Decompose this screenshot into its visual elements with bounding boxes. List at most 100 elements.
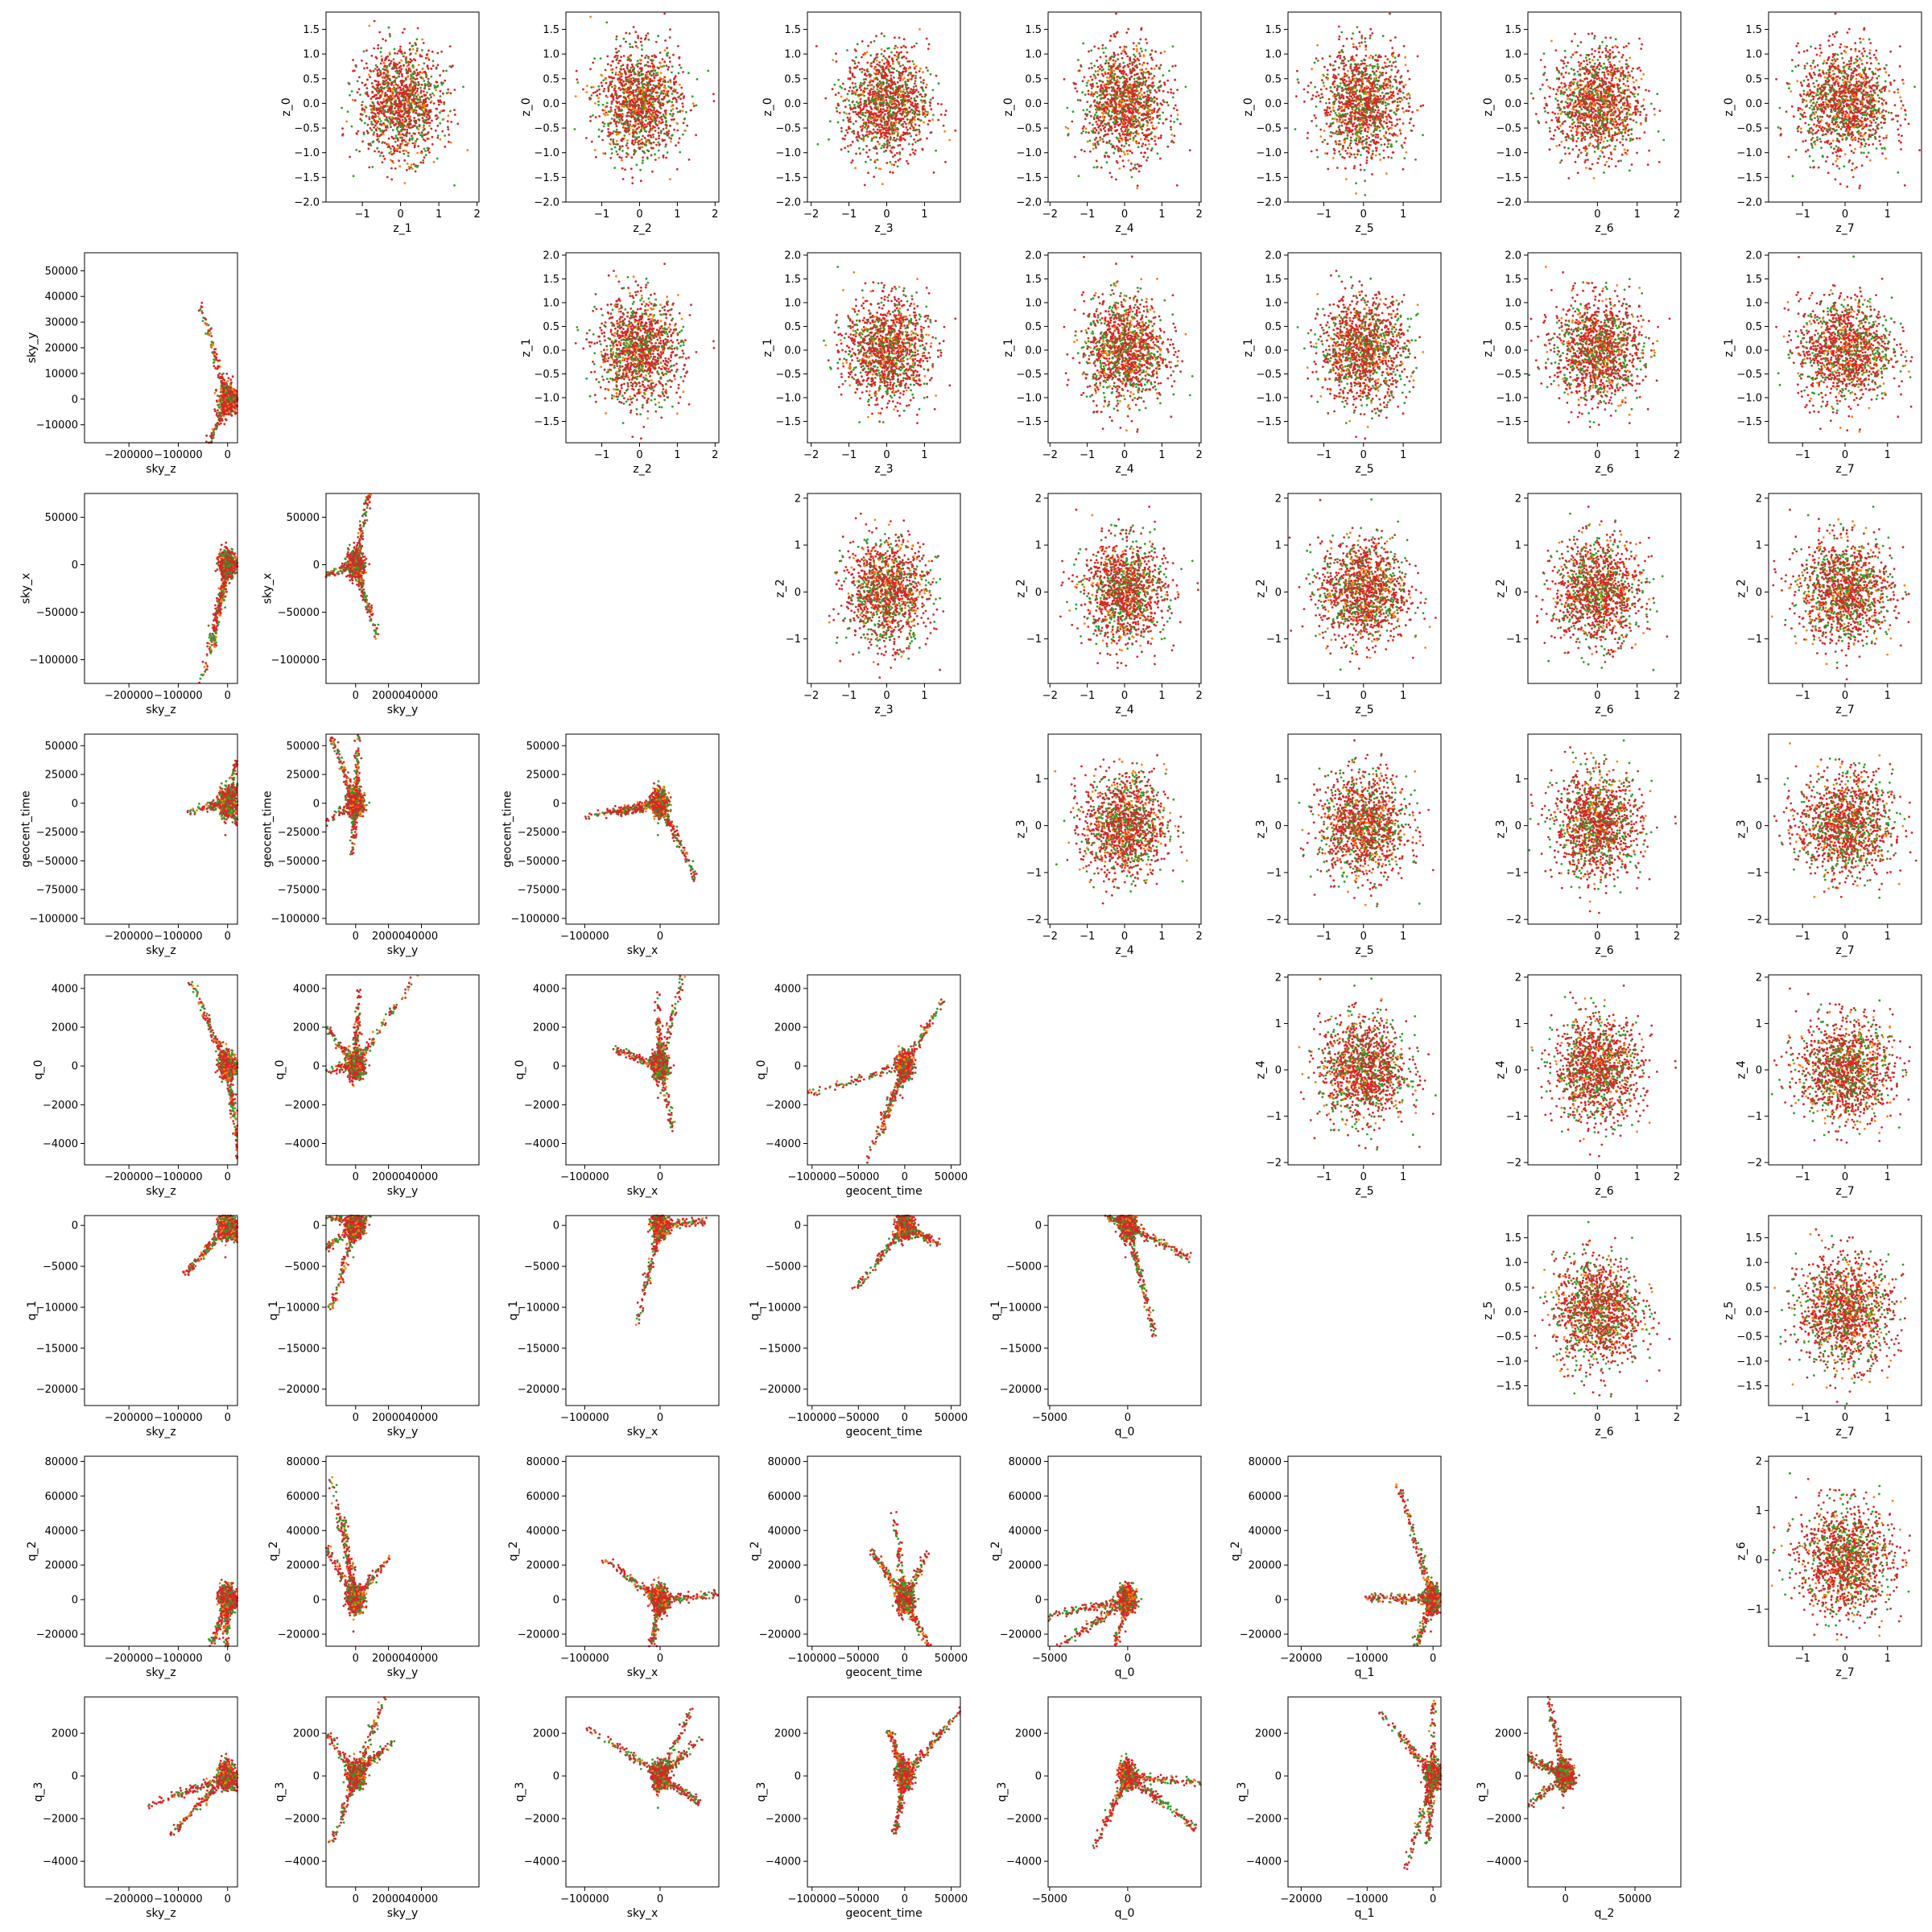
data-point: [208, 637, 211, 639]
data-point: [215, 357, 217, 359]
data-point: [235, 405, 237, 407]
panel-sky-x-vs-sky-z: −200000 −100000 0−100000−50000050000sky_zs…: [19, 493, 238, 716]
data-point: [224, 606, 226, 609]
data-point: [222, 390, 225, 392]
x-axis-label: sky_z: [146, 463, 176, 476]
data-point: [217, 376, 220, 378]
data-point: [215, 644, 217, 646]
y-tick-label: 10000: [45, 368, 78, 380]
data-point: [209, 332, 212, 335]
x-tick-label: −200000: [105, 449, 154, 461]
panel-sky-y-vs-sky-z: −200000 −100000 0−100000100002000030000400…: [26, 253, 238, 476]
data-point: [214, 608, 217, 610]
data-point: [225, 386, 228, 389]
data-point: [216, 353, 218, 356]
data-point: [220, 380, 222, 382]
data-point: [223, 379, 225, 382]
y-axis-label: sky_y: [26, 332, 39, 363]
data-point: [220, 397, 222, 399]
data-point: [221, 389, 223, 391]
data-point: [225, 418, 227, 420]
data-point: [217, 409, 219, 411]
y-tick-label: 50000: [45, 266, 78, 278]
data-point: [214, 348, 217, 350]
data-point: [233, 392, 236, 394]
data-point: [234, 402, 237, 404]
data-point: [217, 568, 219, 571]
data-point: [221, 384, 224, 386]
data-point: [226, 405, 229, 407]
x-tick-label: 0: [225, 449, 231, 461]
data-point: [202, 320, 204, 322]
data-point: [230, 410, 233, 412]
data-point: [213, 431, 215, 434]
data-point: [227, 380, 229, 382]
data-point: [214, 367, 217, 369]
data-point: [235, 408, 237, 411]
data-point: [221, 398, 224, 401]
data-point: [230, 406, 233, 408]
data-point: [223, 383, 225, 386]
data-point: [234, 552, 237, 555]
data-point: [215, 390, 217, 392]
data-point: [214, 410, 217, 412]
data-point: [204, 332, 207, 335]
data-point: [217, 587, 220, 589]
data-point: [218, 365, 221, 368]
y-tick-label: −10000: [36, 419, 78, 431]
data-point: [220, 419, 222, 422]
data-point: [221, 544, 223, 547]
data-point: [208, 334, 210, 336]
data-point: [229, 378, 232, 381]
data-point: [226, 399, 229, 402]
x-tick-label: −100000: [154, 449, 203, 461]
data-point: [219, 592, 221, 594]
data-point: [230, 382, 233, 384]
data-point: [221, 590, 224, 592]
data-point: [213, 365, 215, 367]
data-point: [228, 411, 230, 413]
data-point: [216, 412, 218, 415]
data-point: [229, 396, 231, 398]
data-point: [220, 391, 222, 394]
data-point: [229, 386, 232, 389]
data-point: [223, 423, 225, 425]
data-point: [208, 329, 210, 332]
data-point: [206, 654, 208, 656]
data-point: [204, 322, 206, 324]
data-point: [216, 427, 218, 429]
data-point: [211, 341, 213, 343]
data-point: [229, 390, 232, 393]
data-point: [205, 435, 208, 437]
data-point: [230, 400, 233, 402]
data-point: [221, 376, 224, 378]
data-point: [224, 395, 226, 398]
data-point: [217, 400, 220, 402]
data-point: [222, 373, 225, 375]
data-point: [217, 360, 220, 362]
data-point: [200, 302, 203, 304]
data-point: [214, 614, 217, 617]
data-point: [223, 405, 225, 407]
data-point: [220, 548, 222, 551]
data-point: [232, 375, 234, 378]
data-point: [201, 306, 204, 308]
data-point: [214, 392, 217, 394]
data-point: [210, 335, 213, 337]
data-point: [202, 674, 204, 676]
data-point: [213, 630, 215, 632]
data-point: [229, 582, 231, 584]
data-point: [214, 605, 217, 607]
data-point: [233, 407, 235, 409]
data-point: [218, 373, 221, 375]
data-point: [213, 613, 215, 616]
data-point: [213, 358, 215, 361]
data-point: [217, 404, 220, 407]
data-point: [217, 422, 219, 424]
data-point: [217, 621, 220, 623]
data-point: [225, 410, 228, 412]
data-point: [206, 324, 208, 327]
data-point: [229, 384, 232, 386]
data-point: [212, 435, 214, 437]
